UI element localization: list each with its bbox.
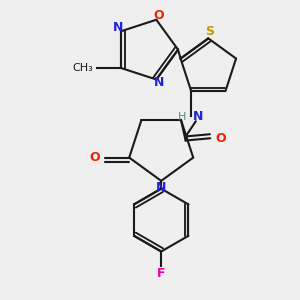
Text: N: N — [193, 110, 203, 124]
Text: O: O — [215, 132, 226, 145]
Text: O: O — [153, 9, 164, 22]
Text: N: N — [113, 21, 123, 34]
Text: H: H — [178, 112, 186, 122]
Text: F: F — [157, 267, 166, 280]
Text: S: S — [205, 25, 214, 38]
Text: N: N — [156, 181, 166, 194]
Text: O: O — [89, 151, 100, 164]
Text: CH₃: CH₃ — [73, 63, 94, 73]
Text: N: N — [153, 76, 164, 89]
